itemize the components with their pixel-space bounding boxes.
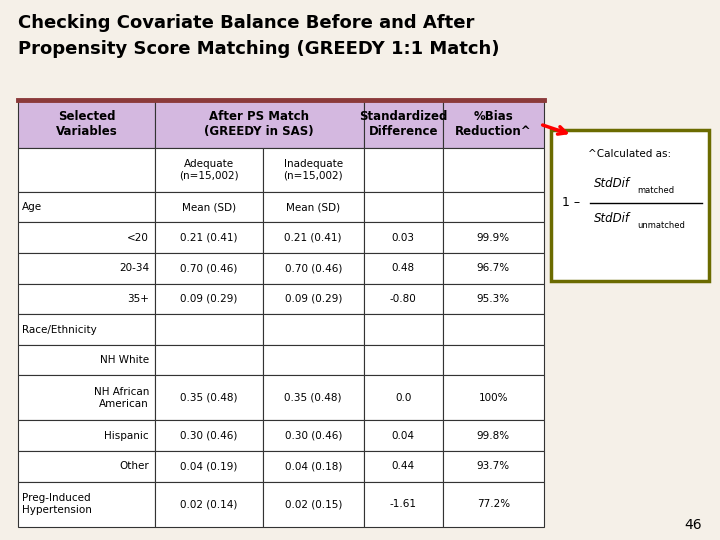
Text: Hispanic: Hispanic: [104, 431, 149, 441]
Text: StdDif: StdDif: [594, 212, 630, 225]
Text: 0.09 (0.29): 0.09 (0.29): [284, 294, 342, 304]
Text: After PS Match
(GREEDY in SAS): After PS Match (GREEDY in SAS): [204, 110, 314, 138]
Text: Mean (SD): Mean (SD): [181, 202, 236, 212]
Text: Adequate
(n=15,002): Adequate (n=15,002): [179, 159, 238, 181]
Text: Other: Other: [120, 461, 149, 471]
Text: 0.09 (0.29): 0.09 (0.29): [180, 294, 238, 304]
Text: 0.70 (0.46): 0.70 (0.46): [284, 264, 342, 273]
Text: 99.9%: 99.9%: [477, 233, 510, 242]
Text: Checking Covariate Balance Before and After: Checking Covariate Balance Before and Af…: [18, 14, 474, 31]
Text: 0.0: 0.0: [395, 393, 411, 403]
Text: 96.7%: 96.7%: [477, 264, 510, 273]
Text: StdDif: StdDif: [594, 177, 630, 190]
Text: 0.48: 0.48: [392, 264, 415, 273]
Text: 93.7%: 93.7%: [477, 461, 510, 471]
Text: 100%: 100%: [479, 393, 508, 403]
Text: Mean (SD): Mean (SD): [286, 202, 341, 212]
Text: NH White: NH White: [100, 355, 149, 365]
Text: Race/Ethnicity: Race/Ethnicity: [22, 325, 97, 334]
Text: Inadequate
(n=15,002): Inadequate (n=15,002): [284, 159, 343, 181]
Text: 77.2%: 77.2%: [477, 499, 510, 509]
Text: 0.35 (0.48): 0.35 (0.48): [284, 393, 342, 403]
Text: ^Calculated as:: ^Calculated as:: [588, 149, 672, 159]
Text: -0.80: -0.80: [390, 294, 417, 304]
Text: 20-34: 20-34: [119, 264, 149, 273]
Text: 46: 46: [685, 518, 702, 532]
Text: 0.04: 0.04: [392, 431, 415, 441]
Text: 99.8%: 99.8%: [477, 431, 510, 441]
Text: Age: Age: [22, 202, 42, 212]
Text: 1 –: 1 –: [562, 196, 580, 209]
Text: 0.02 (0.15): 0.02 (0.15): [284, 499, 342, 509]
Text: 0.44: 0.44: [392, 461, 415, 471]
Text: 0.21 (0.41): 0.21 (0.41): [284, 233, 342, 242]
Text: matched: matched: [637, 186, 675, 195]
Text: 0.35 (0.48): 0.35 (0.48): [180, 393, 238, 403]
Text: 0.03: 0.03: [392, 233, 415, 242]
Text: 0.70 (0.46): 0.70 (0.46): [180, 264, 238, 273]
Text: Standardized
Difference: Standardized Difference: [359, 110, 447, 138]
Text: 0.04 (0.18): 0.04 (0.18): [284, 461, 342, 471]
Text: unmatched: unmatched: [637, 221, 685, 230]
Text: Preg-Induced
Hypertension: Preg-Induced Hypertension: [22, 493, 92, 515]
Text: 0.30 (0.46): 0.30 (0.46): [284, 431, 342, 441]
Text: -1.61: -1.61: [390, 499, 417, 509]
Text: 95.3%: 95.3%: [477, 294, 510, 304]
Text: 35+: 35+: [127, 294, 149, 304]
Text: 0.30 (0.46): 0.30 (0.46): [180, 431, 238, 441]
Text: NH African
American: NH African American: [94, 387, 149, 409]
Text: 0.02 (0.14): 0.02 (0.14): [180, 499, 238, 509]
Text: Selected
Variables: Selected Variables: [55, 110, 117, 138]
Text: <20: <20: [127, 233, 149, 242]
Text: Propensity Score Matching (GREEDY 1:1 Match): Propensity Score Matching (GREEDY 1:1 Ma…: [18, 40, 500, 58]
Text: 0.21 (0.41): 0.21 (0.41): [180, 233, 238, 242]
Text: 0.04 (0.19): 0.04 (0.19): [180, 461, 238, 471]
Text: %Bias
Reduction^: %Bias Reduction^: [455, 110, 531, 138]
